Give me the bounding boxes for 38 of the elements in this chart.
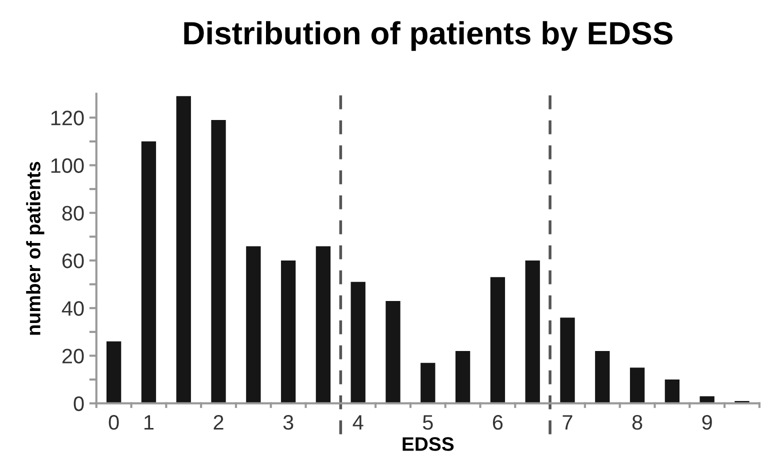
y-tick-label: 100 xyxy=(51,158,84,173)
x-tick-label: 0 xyxy=(108,415,119,430)
y-tick-label: 0 xyxy=(74,396,84,412)
bar xyxy=(280,260,296,404)
bar xyxy=(386,300,400,404)
x-axis-title: EDSS xyxy=(402,437,454,451)
y-tick-label: 40 xyxy=(62,301,84,316)
bar xyxy=(316,246,331,404)
bar xyxy=(211,120,226,404)
bar xyxy=(595,350,610,404)
bar xyxy=(630,368,645,404)
y-tick-label: 80 xyxy=(62,206,84,221)
x-tick-label: 9 xyxy=(702,415,712,430)
y-tick-label: 60 xyxy=(62,253,84,268)
bar xyxy=(176,96,191,404)
bar xyxy=(455,350,470,404)
bar xyxy=(525,260,540,404)
chart-title: Distribution of patients by EDSS xyxy=(184,21,672,51)
bar xyxy=(490,277,506,404)
bar xyxy=(106,341,122,404)
x-tick-label: 4 xyxy=(352,415,364,430)
bar xyxy=(664,380,680,404)
x-tick-label: 8 xyxy=(632,415,642,430)
y-tick-label: 20 xyxy=(62,348,84,364)
x-tick-label: 7 xyxy=(562,415,572,430)
bar xyxy=(246,246,261,404)
bar xyxy=(700,396,714,404)
bar xyxy=(141,141,156,404)
bar xyxy=(560,318,575,404)
x-tick-label: 5 xyxy=(422,415,433,430)
x-tick-label: 3 xyxy=(283,415,294,430)
x-tick-label: 2 xyxy=(214,415,224,430)
x-tick-label: 1 xyxy=(144,415,154,430)
x-tick-label: 6 xyxy=(492,415,503,430)
bar xyxy=(420,362,436,404)
y-tick-label: 120 xyxy=(51,110,84,126)
bar xyxy=(350,282,366,404)
y-axis-title: number of patients xyxy=(26,162,44,335)
